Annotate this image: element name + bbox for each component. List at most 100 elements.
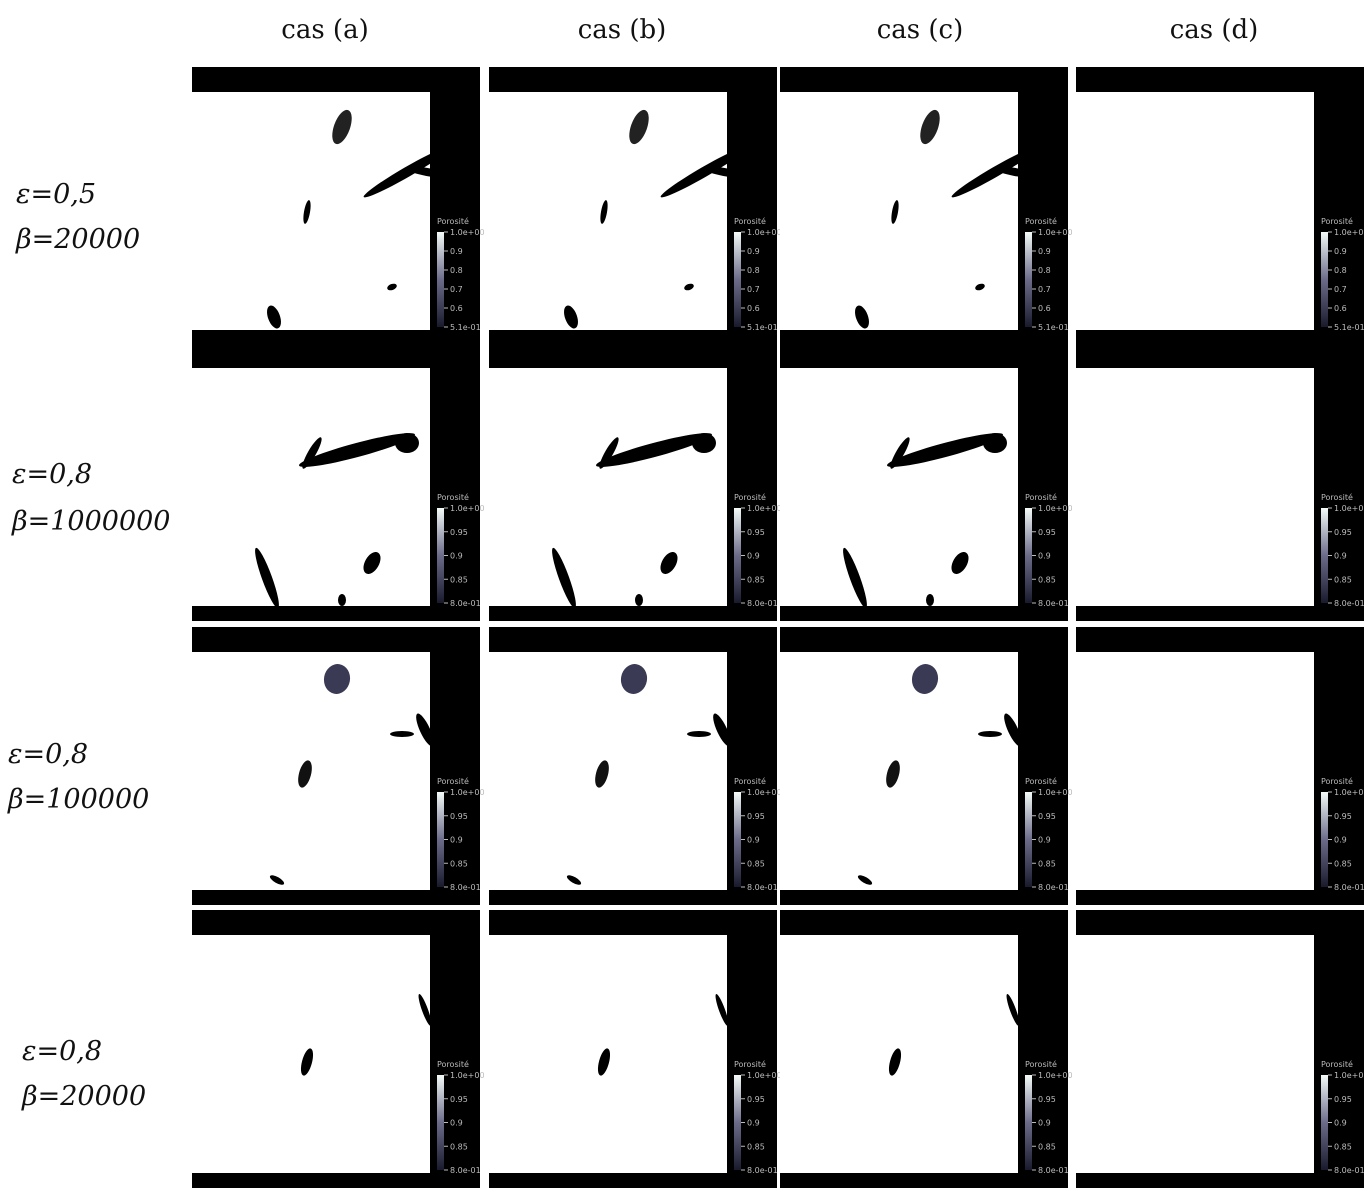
panel: Porosité 1.0e+00 0.95 0.9 0.85 8.0e-01 xyxy=(192,343,485,621)
colorbar-tick-label: 0.7 xyxy=(1334,285,1347,294)
colorbar-tick-label: 1.0e+00 xyxy=(747,228,782,237)
colorbar xyxy=(734,1075,741,1170)
colorbar-title: Porosité xyxy=(734,776,766,786)
colorbar-tick-label: 0.95 xyxy=(450,528,468,537)
porosity-region xyxy=(267,305,281,329)
colorbar-title: Porosité xyxy=(734,492,766,502)
colorbar-tick-label: 0.85 xyxy=(747,575,765,584)
colorbar-tick-label: 0.85 xyxy=(450,575,468,584)
panel: Porosité 1.0e+00 0.95 0.9 0.85 8.0e-01 xyxy=(780,343,1073,621)
panel: Porosité 1.0e+00 0.95 0.9 0.85 8.0e-01 xyxy=(780,627,1073,905)
colorbar-tick-label: 0.9 xyxy=(450,1119,463,1128)
colorbar-tick-label: 0.9 xyxy=(1334,836,1347,845)
colorbar-title: Porosité xyxy=(1321,492,1353,502)
colorbar-tick-label: 1.0e+00 xyxy=(1334,228,1364,237)
panel: Porosité 1.0e+00 0.95 0.9 0.85 8.0e-01 xyxy=(780,910,1073,1188)
colorbar-tick-label: 0.9 xyxy=(747,247,760,256)
colorbar xyxy=(1321,508,1328,603)
colorbar-tick-label: 0.8 xyxy=(1038,266,1051,275)
colorbar-tick-label: 0.95 xyxy=(1038,812,1056,821)
domain xyxy=(780,368,1018,606)
colorbar-tick-label: 0.9 xyxy=(1038,836,1051,845)
colorbar-tick-label: 0.95 xyxy=(450,812,468,821)
colorbar-tick-label: 0.9 xyxy=(747,1119,760,1128)
colorbar-tick-label: 8.0e-01 xyxy=(1038,1166,1069,1175)
domain xyxy=(1076,652,1314,890)
colorbar-tick-label: 0.9 xyxy=(1334,552,1347,561)
porosity-region xyxy=(255,547,279,609)
porosity-region xyxy=(597,1048,611,1076)
colorbar-tick-label: 5.1e-01 xyxy=(747,323,778,332)
porosity-region xyxy=(951,552,969,574)
colorbar-tick-label: 8.0e-01 xyxy=(1038,883,1069,892)
colorbar-tick-label: 1.0e+00 xyxy=(747,504,782,513)
colorbar-tick-label: 0.9 xyxy=(450,247,463,256)
colorbar xyxy=(437,508,444,603)
colorbar-title: Porosité xyxy=(1025,1059,1057,1069)
epsilon-label: ε=0,5 xyxy=(16,179,96,210)
colorbar-tick-label: 0.85 xyxy=(1038,859,1056,868)
colorbar-tick-label: 8.0e-01 xyxy=(747,883,778,892)
porosity-region xyxy=(978,731,1002,737)
domain xyxy=(1076,92,1314,330)
colorbar-tick-label: 8.0e-01 xyxy=(450,883,481,892)
colorbar xyxy=(1321,792,1328,887)
column-header: cas (c) xyxy=(877,15,964,45)
colorbar-tick-label: 0.85 xyxy=(747,1142,765,1151)
colorbar-tick-label: 0.9 xyxy=(450,836,463,845)
colorbar-tick-label: 5.1e-01 xyxy=(450,323,481,332)
porosity-region xyxy=(416,713,434,747)
colorbar xyxy=(437,1075,444,1170)
colorbar xyxy=(437,232,444,327)
colorbar-tick-label: 5.1e-01 xyxy=(1334,323,1364,332)
colorbar-tick-label: 0.95 xyxy=(1038,1095,1056,1104)
colorbar-tick-label: 8.0e-01 xyxy=(1334,599,1364,608)
porosity-region xyxy=(855,305,869,329)
colorbar-tick-label: 1.0e+00 xyxy=(1038,788,1073,797)
porosity-region xyxy=(564,305,578,329)
colorbar-tick-label: 0.9 xyxy=(1334,247,1347,256)
porosity-region xyxy=(363,552,381,574)
porosity-region xyxy=(418,993,432,1027)
porosity-region xyxy=(302,437,322,469)
epsilon-label: ε=0,8 xyxy=(12,459,92,490)
colorbar xyxy=(734,232,741,327)
panel: Porosité 1.0e+00 0.95 0.9 0.85 8.0e-01 xyxy=(192,627,485,905)
porosity-region xyxy=(599,437,619,469)
colorbar-tick-label: 8.0e-01 xyxy=(450,1166,481,1175)
colorbar-tick-label: 1.0e+00 xyxy=(1334,504,1364,513)
porosity-region xyxy=(299,433,415,467)
colorbar-tick-label: 0.85 xyxy=(1334,859,1352,868)
colorbar-tick-label: 0.8 xyxy=(450,266,463,275)
porosity-region xyxy=(888,1048,902,1076)
colorbar-tick-label: 0.95 xyxy=(1334,528,1352,537)
colorbar-tick-label: 0.85 xyxy=(747,859,765,868)
colorbar-tick-label: 0.95 xyxy=(450,1095,468,1104)
colorbar-tick-label: 1.0e+00 xyxy=(1038,228,1073,237)
colorbar-tick-label: 0.95 xyxy=(1038,528,1056,537)
colorbar-title: Porosité xyxy=(437,216,469,226)
colorbar-tick-label: 1.0e+00 xyxy=(1038,504,1073,513)
colorbar-tick-label: 0.95 xyxy=(1334,812,1352,821)
colorbar-tick-label: 0.9 xyxy=(747,552,760,561)
colorbar-tick-label: 0.95 xyxy=(1334,1095,1352,1104)
domain xyxy=(192,92,430,330)
colorbar-title: Porosité xyxy=(1025,492,1057,502)
porosity-region xyxy=(363,146,451,198)
column-header: cas (a) xyxy=(281,15,368,45)
colorbar xyxy=(1025,792,1032,887)
colorbar-title: Porosité xyxy=(1321,1059,1353,1069)
colorbar-tick-label: 1.0e+00 xyxy=(1038,1071,1073,1080)
panel: Porosité 1.0e+00 0.95 0.9 0.85 8.0e-01 xyxy=(489,343,782,621)
colorbar xyxy=(1321,232,1328,327)
colorbar-title: Porosité xyxy=(437,1059,469,1069)
colorbar-tick-label: 0.7 xyxy=(450,285,463,294)
porosity-region xyxy=(660,146,748,198)
domain xyxy=(192,368,430,606)
colorbar xyxy=(437,792,444,887)
porosity-region xyxy=(887,433,1003,467)
colorbar-tick-label: 0.6 xyxy=(1038,304,1051,313)
colorbar-tick-label: 0.85 xyxy=(450,859,468,868)
colorbar-tick-label: 0.9 xyxy=(747,836,760,845)
colorbar-tick-label: 1.0e+00 xyxy=(450,228,485,237)
